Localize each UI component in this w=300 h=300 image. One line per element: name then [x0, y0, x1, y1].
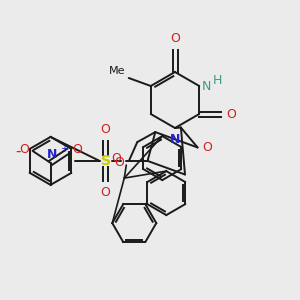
Text: O: O	[202, 141, 212, 154]
Text: -: -	[15, 143, 21, 158]
Text: O: O	[73, 143, 82, 156]
Text: N: N	[46, 148, 57, 161]
Text: O: O	[100, 123, 110, 136]
Text: S: S	[100, 154, 111, 168]
Text: O: O	[100, 186, 110, 199]
Text: O: O	[20, 143, 30, 156]
Text: Me: Me	[109, 66, 126, 76]
Text: N: N	[170, 133, 180, 146]
Text: O: O	[114, 156, 124, 169]
Text: O: O	[226, 107, 236, 121]
Text: O: O	[112, 152, 122, 165]
Text: H: H	[213, 74, 223, 88]
Text: +: +	[60, 144, 68, 154]
Text: O: O	[170, 32, 180, 45]
Text: N: N	[202, 80, 212, 92]
